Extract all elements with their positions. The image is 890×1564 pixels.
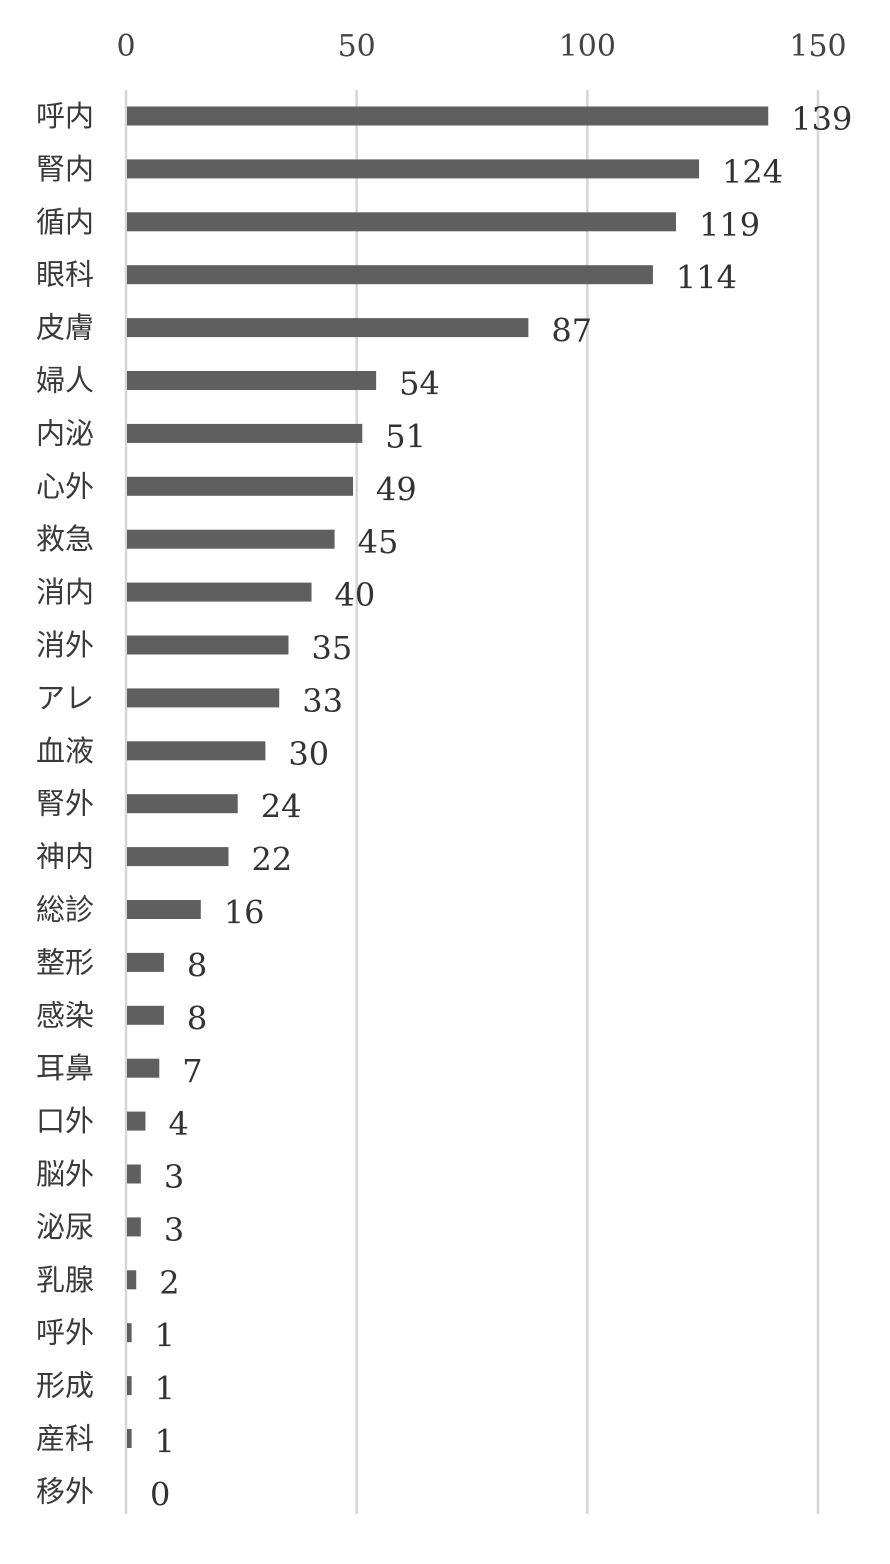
category-label: 循内 — [36, 205, 94, 239]
value-label: 45 — [358, 523, 399, 561]
category-label: 消内 — [36, 575, 94, 609]
category-label: 消外 — [36, 628, 94, 662]
value-label: 1 — [155, 1423, 175, 1461]
value-label: 114 — [676, 259, 737, 297]
value-label: 87 — [551, 312, 592, 350]
category-label: 救急 — [36, 522, 94, 556]
value-label: 1 — [155, 1370, 175, 1408]
bar-3 — [127, 265, 653, 285]
value-labels: 1391241191148754514945403533302422168874… — [150, 100, 852, 1513]
bar-7 — [127, 476, 354, 496]
value-label: 2 — [159, 1264, 179, 1302]
bar-5 — [127, 371, 377, 390]
value-label: 119 — [699, 206, 760, 244]
value-label: 1 — [155, 1317, 175, 1355]
category-label: 内泌 — [36, 416, 94, 450]
category-label: 皮膚 — [36, 311, 94, 345]
x-tick-label-150: 150 — [789, 29, 846, 64]
bar-2 — [127, 212, 676, 232]
value-label: 3 — [164, 1158, 184, 1196]
value-label: 16 — [224, 894, 265, 932]
category-label: 腎外 — [36, 787, 94, 821]
value-label: 30 — [288, 735, 329, 773]
category-label: 呼内 — [36, 99, 94, 133]
category-label: 産科 — [36, 1422, 94, 1456]
category-label: 整形 — [36, 945, 94, 979]
bar-6 — [127, 423, 363, 443]
bar-0 — [127, 106, 769, 126]
value-label: 139 — [791, 100, 852, 138]
category-label: 感染 — [36, 998, 94, 1032]
bar-25 — [127, 1429, 132, 1448]
x-tick-label-100: 100 — [559, 29, 616, 64]
x-axis-tick-labels: 0 50 100 150 — [116, 29, 846, 64]
category-label: 泌尿 — [36, 1210, 94, 1244]
bar-12 — [127, 741, 266, 761]
value-label: 49 — [376, 470, 417, 508]
bar-10 — [127, 635, 289, 655]
bar-16 — [127, 952, 164, 972]
category-label: 移外 — [36, 1474, 94, 1508]
value-label: 4 — [168, 1105, 188, 1143]
value-label: 35 — [311, 629, 352, 667]
bar-8 — [127, 529, 335, 549]
value-label: 8 — [187, 946, 207, 984]
category-label: 脳外 — [36, 1157, 94, 1191]
category-label: 婦人 — [36, 364, 94, 398]
category-label: 乳腺 — [36, 1263, 94, 1297]
category-label: 血液 — [36, 734, 94, 768]
bar-18 — [127, 1058, 160, 1078]
value-label: 3 — [164, 1211, 184, 1249]
bar-9 — [127, 582, 312, 602]
category-label: 形成 — [36, 1369, 94, 1403]
bar-19 — [127, 1111, 146, 1131]
bar-24 — [127, 1376, 132, 1396]
category-label: 耳鼻 — [36, 1051, 94, 1085]
x-tick-label-0: 0 — [116, 29, 135, 64]
bar-23 — [127, 1323, 132, 1343]
category-label: 眼科 — [36, 258, 94, 292]
value-label: 33 — [302, 682, 343, 720]
value-label: 24 — [261, 788, 302, 826]
category-label: 神内 — [36, 840, 94, 874]
bars — [127, 106, 769, 1448]
bar-1 — [127, 159, 700, 179]
category-label: 総診 — [36, 893, 94, 927]
value-label: 7 — [182, 1052, 202, 1090]
value-label: 54 — [399, 365, 440, 403]
value-label: 8 — [187, 999, 207, 1037]
category-label: 心外 — [36, 469, 94, 503]
bar-21 — [127, 1217, 141, 1237]
category-label: 腎内 — [36, 152, 94, 186]
value-label: 51 — [385, 417, 426, 455]
value-label: 22 — [251, 841, 292, 879]
bar-4 — [127, 318, 529, 338]
category-label: 呼外 — [36, 1316, 94, 1350]
bar-20 — [127, 1164, 141, 1184]
bar-15 — [127, 900, 201, 919]
x-tick-label-50: 50 — [338, 29, 376, 64]
category-label: アレ — [36, 681, 94, 715]
category-labels: 呼内腎内循内眼科皮膚婦人内泌心外救急消内消外アレ血液腎外神内総診整形感染耳鼻口外… — [36, 99, 94, 1508]
bar-22 — [127, 1270, 137, 1290]
bar-17 — [127, 1005, 164, 1025]
bar-14 — [127, 847, 229, 867]
value-label: 0 — [150, 1475, 170, 1513]
bar-11 — [127, 688, 280, 708]
bar-13 — [127, 794, 238, 814]
value-label: 124 — [722, 153, 783, 191]
value-label: 40 — [335, 576, 376, 614]
category-label: 口外 — [36, 1104, 94, 1138]
